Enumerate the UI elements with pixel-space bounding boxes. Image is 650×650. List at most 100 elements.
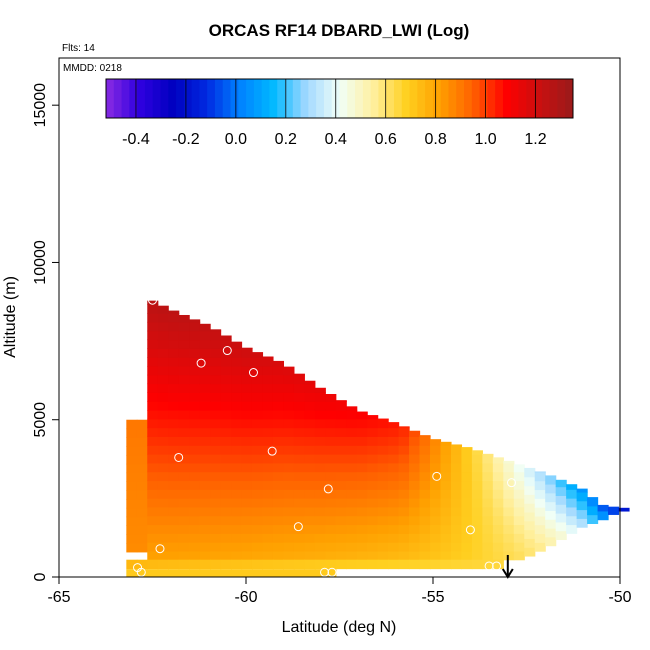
heatmap-cell: [136, 454, 148, 465]
heatmap-cell: [293, 542, 305, 552]
heatmap-cell: [178, 321, 190, 332]
heatmap-cell: [482, 498, 494, 508]
heatmap-cell: [220, 542, 232, 552]
heatmap-cell: [126, 454, 138, 465]
heatmap-cell: [367, 462, 379, 473]
heatmap-cell: [314, 550, 326, 561]
heatmap-cell: [346, 445, 358, 455]
heatmap-cell: [199, 436, 211, 446]
heatmap-cell: [220, 480, 232, 490]
heatmap-cell: [325, 436, 337, 446]
heatmap-cell: [220, 550, 232, 561]
heatmap-cell: [220, 454, 232, 464]
colorbar-segment: [495, 79, 504, 118]
heatmap-cell: [126, 498, 138, 509]
heatmap-cell: [147, 559, 159, 570]
heatmap-cell: [440, 480, 452, 490]
colorbar-tick-label: 0.8: [425, 131, 447, 148]
heatmap-cell: [231, 454, 243, 464]
heatmap-cell: [430, 462, 442, 473]
heatmap-cell: [471, 506, 483, 517]
flights-annotation: Flts: 14: [62, 43, 95, 54]
heatmap-cell: [262, 357, 274, 367]
colorbar-tick-label: 0.6: [375, 131, 397, 148]
heatmap-cell: [430, 559, 442, 570]
heatmap-cell: [168, 321, 180, 332]
heatmap-cell: [325, 498, 337, 508]
heatmap-cell: [241, 515, 253, 526]
heatmap-cell: [220, 365, 232, 376]
heatmap-cell: [388, 524, 400, 534]
heatmap-cell: [272, 454, 284, 464]
heatmap-cell: [199, 365, 211, 376]
heatmap-cell: [231, 436, 243, 446]
heatmap-cell: [178, 374, 190, 385]
heatmap-cell: [136, 481, 148, 491]
heatmap-cell: [241, 347, 253, 349]
heatmap-cell: [367, 471, 379, 482]
heatmap-cell: [346, 436, 358, 446]
heatmap-cell: [210, 462, 222, 473]
heatmap-cell: [220, 569, 232, 577]
heatmap-cell: [409, 550, 421, 561]
heatmap-cell: [251, 569, 264, 577]
heatmap-cell: [251, 480, 264, 490]
heatmap-cell: [377, 559, 389, 570]
heatmap-cell: [461, 454, 473, 464]
heatmap-cell: [492, 515, 504, 526]
heatmap-cell: [513, 480, 525, 490]
heatmap-cell: [147, 321, 159, 332]
heatmap-cell: [189, 319, 201, 323]
colorbar-segment: [510, 79, 520, 118]
heatmap-cell: [189, 401, 201, 411]
heatmap-cell: [534, 480, 546, 491]
heatmap-cell: [335, 506, 347, 517]
heatmap-cell: [409, 436, 421, 446]
heatmap-cell: [293, 373, 305, 376]
colorbar-segment: [121, 79, 130, 118]
heatmap-cell: [503, 533, 515, 543]
heatmap-cell: [189, 445, 201, 455]
heatmap-cell: [450, 462, 463, 473]
colorbar-segment: [152, 79, 161, 118]
heatmap-cell: [367, 515, 379, 526]
heatmap-cell: [178, 330, 190, 341]
heatmap-cell: [147, 357, 159, 367]
heatmap-cell: [398, 454, 410, 464]
heatmap-cell: [241, 542, 253, 552]
colorbar-segment: [144, 79, 154, 118]
heatmap-cell: [461, 533, 473, 543]
heatmap-cell: [210, 489, 222, 499]
heatmap-field: [126, 300, 630, 577]
heatmap-cell: [210, 401, 222, 411]
heatmap-cell: [178, 524, 190, 534]
heatmap-cell: [440, 515, 452, 526]
heatmap-cell: [356, 515, 368, 526]
heatmap-cell: [534, 524, 546, 535]
heatmap-cell: [231, 392, 243, 402]
colorbar-segment: [448, 79, 457, 118]
heatmap-cell: [157, 533, 169, 543]
heatmap-cell: [231, 524, 243, 534]
heatmap-cell: [325, 489, 337, 499]
colorbar-segment: [534, 79, 543, 118]
heatmap-cell: [262, 498, 274, 508]
heatmap-cell: [283, 418, 295, 429]
heatmap-cell: [377, 427, 389, 437]
heatmap-cell: [136, 534, 148, 544]
heatmap-cell: [304, 498, 316, 508]
colorbar-segment: [308, 79, 317, 118]
heatmap-cell: [346, 498, 358, 508]
heatmap-cell: [419, 498, 431, 508]
heatmap-cell: [471, 471, 483, 482]
heatmap-cell: [126, 543, 138, 553]
heatmap-cell: [304, 559, 316, 570]
heatmap-cell: [293, 374, 305, 385]
heatmap-cell: [314, 542, 326, 552]
heatmap-cell: [367, 506, 379, 517]
heatmap-cell: [534, 471, 546, 473]
heatmap-cell: [409, 471, 421, 482]
heatmap-cell: [231, 471, 243, 482]
heatmap-cell: [293, 515, 305, 526]
heatmap-cell: [147, 339, 159, 349]
